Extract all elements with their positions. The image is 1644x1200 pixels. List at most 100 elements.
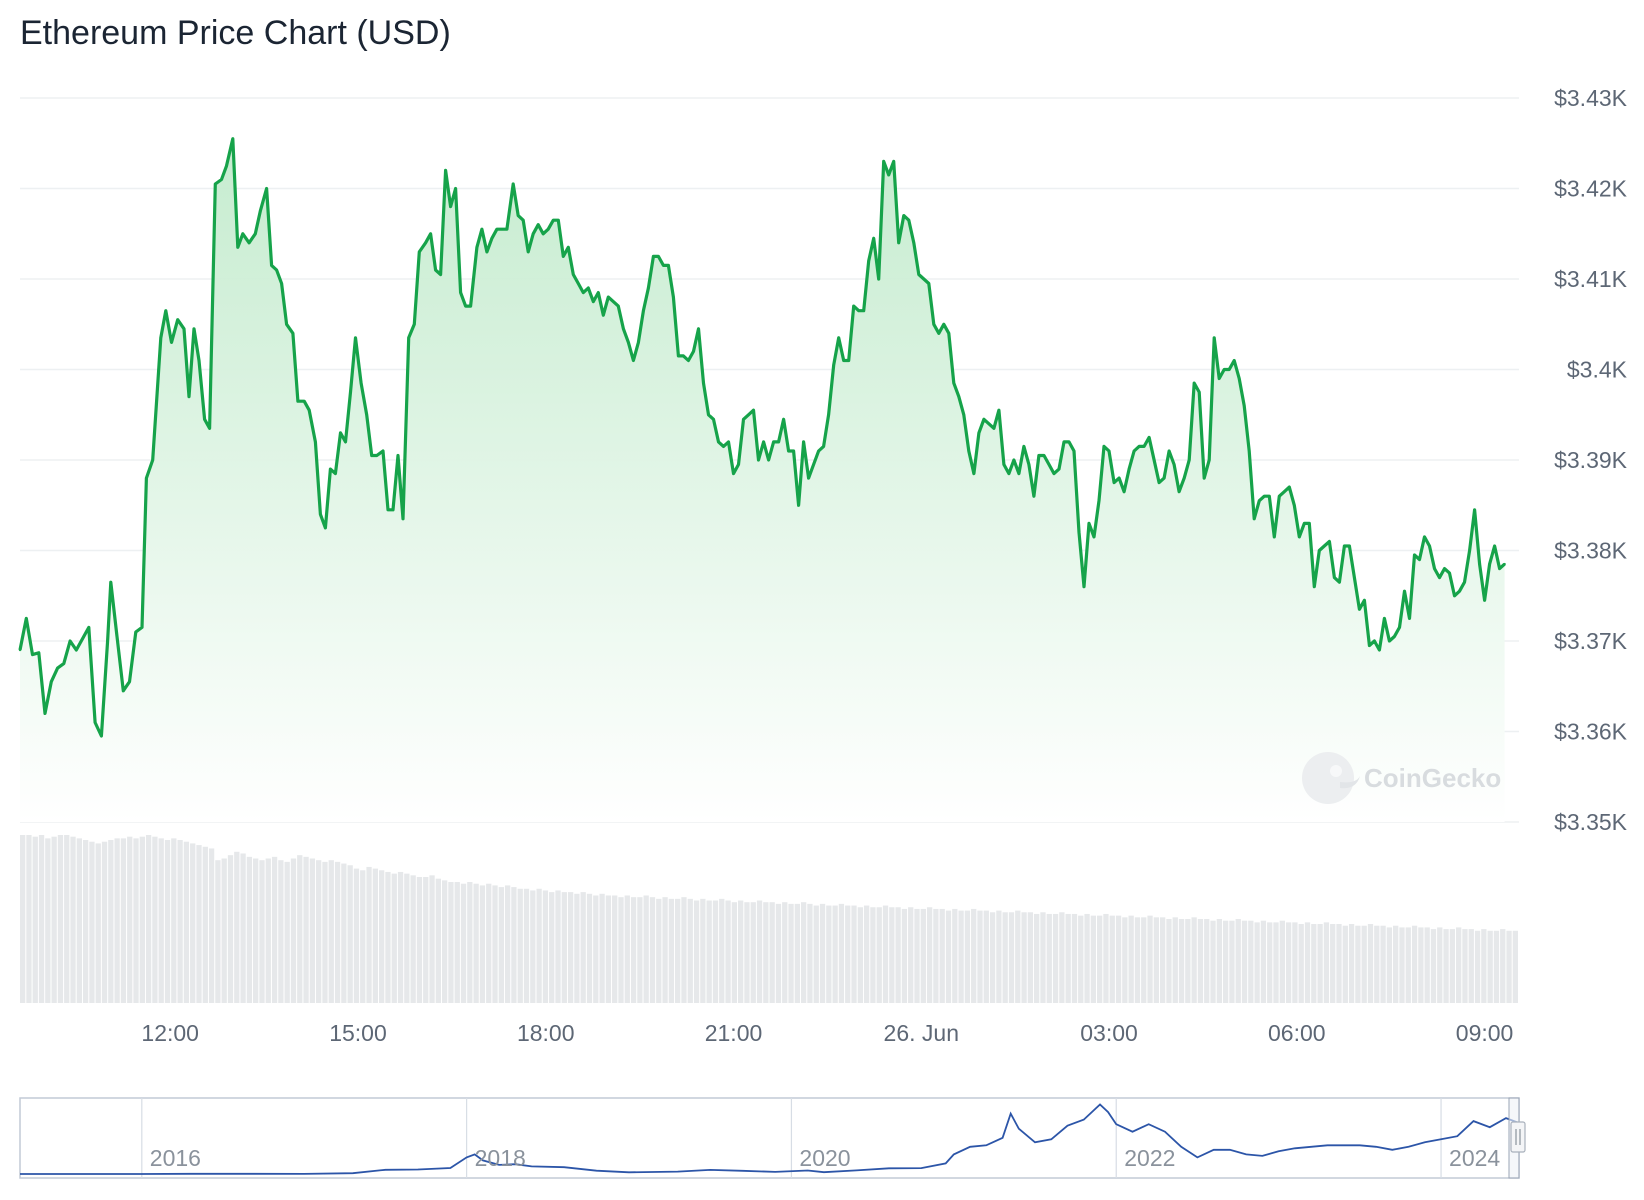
volume-bar <box>38 835 45 1003</box>
price-point <box>439 273 442 276</box>
price-point <box>1503 562 1506 566</box>
volume-bar <box>523 888 530 1003</box>
price-point <box>1358 608 1361 611</box>
volume-bar <box>1474 930 1481 1003</box>
volume-bar <box>832 905 838 1003</box>
volume-bar <box>353 868 360 1003</box>
price-point <box>401 517 405 521</box>
volume-bar <box>1185 919 1191 1003</box>
volume-bar <box>1386 927 1393 1003</box>
volume-bar <box>473 883 479 1003</box>
navigator-frame <box>19 1097 1520 1179</box>
price-point <box>1087 522 1091 525</box>
price-point <box>220 178 223 181</box>
volume-bar <box>1115 915 1122 1003</box>
price-point <box>597 291 600 294</box>
volume-bar <box>347 865 353 1003</box>
volume-bar <box>1273 922 1279 1003</box>
price-point <box>56 666 59 670</box>
price-point <box>662 264 665 267</box>
price-point <box>1067 440 1071 444</box>
volume-bar <box>712 900 719 1003</box>
price-point <box>1047 463 1051 466</box>
price-point <box>93 721 97 724</box>
volume-bar <box>996 910 1002 1003</box>
volume-bar <box>1405 927 1411 1003</box>
x-tick-label: 09:00 <box>1456 1020 1514 1046</box>
volume-bar <box>1134 917 1141 1003</box>
volume-bar <box>1311 924 1317 1003</box>
price-point <box>957 395 961 398</box>
price-point <box>907 218 910 222</box>
volume-bar <box>693 900 700 1003</box>
price-point <box>1062 440 1066 444</box>
volume-bar <box>1512 930 1518 1003</box>
price-point <box>208 427 211 430</box>
volume-bar <box>467 882 473 1003</box>
volume-bar <box>1235 919 1241 1003</box>
price-point <box>762 440 765 444</box>
volume-bar <box>1424 927 1430 1003</box>
gecko-logo-icon <box>1302 752 1354 804</box>
price-point <box>214 182 217 186</box>
volume-bar <box>530 890 536 1003</box>
price-point <box>1127 467 1131 471</box>
volume-bar <box>738 900 744 1003</box>
price-point <box>722 445 725 448</box>
price-point <box>1288 485 1291 489</box>
volume-bar <box>920 908 926 1003</box>
x-axis-labels: 12:00 15:00 18:00 21:00 26. Jun 03:00 06:00 09:… <box>141 1020 1513 1046</box>
navigator-panel[interactable]: 2016 2018 2020 2022 2024 <box>19 1097 1526 1179</box>
price-point <box>197 359 201 362</box>
volume-bar <box>574 893 580 1003</box>
price-point <box>1032 495 1036 498</box>
price-point <box>50 680 53 683</box>
volume-bar <box>423 877 429 1003</box>
price-point <box>877 277 880 281</box>
volume-bar <box>1197 919 1204 1003</box>
volume-bar <box>1172 917 1178 1003</box>
volume-bar <box>819 903 826 1003</box>
price-point <box>717 440 720 444</box>
volume-bar <box>448 882 454 1003</box>
volume-bar <box>605 895 612 1003</box>
price-point <box>1253 517 1256 521</box>
price-point <box>1197 390 1201 394</box>
price-point <box>997 409 1001 412</box>
navigator-series <box>20 1103 1520 1175</box>
volume-bar <box>1122 917 1128 1003</box>
volume-bar <box>1248 920 1254 1003</box>
price-point <box>37 651 40 654</box>
price-point <box>490 237 494 240</box>
price-point <box>1408 617 1411 620</box>
volume-bar <box>567 892 574 1003</box>
volume-bar <box>441 880 448 1003</box>
price-point <box>1162 476 1166 480</box>
price-point <box>469 304 472 308</box>
volume-bar <box>397 871 404 1003</box>
volume-bar <box>958 910 964 1003</box>
price-point <box>967 449 971 453</box>
volume-bar <box>1046 913 1052 1003</box>
volume-bar <box>1109 915 1115 1003</box>
price-point <box>822 445 825 448</box>
price-point <box>68 639 72 643</box>
price-point <box>522 218 525 222</box>
price-point <box>18 648 22 652</box>
price-point <box>1423 535 1426 539</box>
price-point <box>324 526 327 530</box>
price-point <box>407 336 410 340</box>
x-tick-label: 26. Jun <box>884 1020 959 1046</box>
volume-bar <box>120 838 127 1003</box>
price-point <box>892 160 895 163</box>
volume-bar <box>202 846 208 1003</box>
price-point <box>1343 544 1346 548</box>
price-point <box>285 323 288 326</box>
navigator-handle-icon[interactable] <box>1510 1121 1526 1153</box>
volume-bar <box>265 858 271 1003</box>
volume-bar <box>32 836 38 1003</box>
price-point <box>307 409 311 412</box>
price-point <box>459 291 462 294</box>
volume-bar <box>517 888 523 1003</box>
price-point <box>511 182 515 186</box>
